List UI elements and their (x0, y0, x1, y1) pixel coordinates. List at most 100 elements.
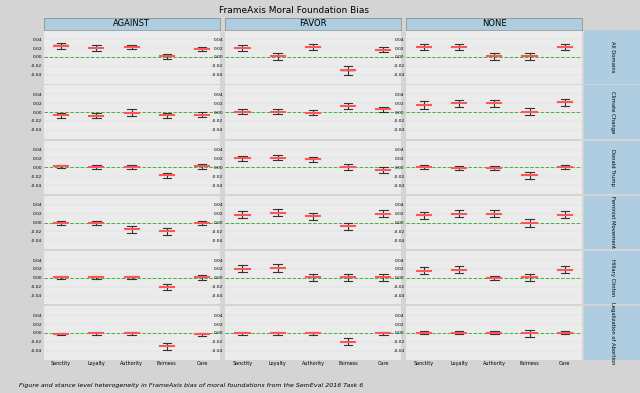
Bar (376, 49, 390, 51)
Bar (306, 112, 320, 114)
Bar (160, 114, 174, 116)
Bar (306, 158, 320, 160)
Bar (341, 225, 355, 227)
Bar (417, 46, 431, 48)
Bar (125, 166, 139, 167)
Bar (90, 222, 104, 224)
Bar (487, 213, 501, 215)
Bar (376, 333, 390, 334)
Bar (125, 333, 139, 334)
Bar (90, 333, 104, 334)
Bar (125, 112, 139, 114)
Bar (306, 276, 320, 278)
Bar (54, 166, 68, 167)
Bar (341, 166, 355, 168)
Text: FAVOR: FAVOR (300, 20, 326, 28)
Bar (452, 269, 466, 271)
Text: Figure and stance level heterogeneity in FrameAxis bias of moral foundations fro: Figure and stance level heterogeneity in… (19, 383, 364, 388)
Bar (417, 215, 431, 216)
Bar (54, 114, 68, 116)
Bar (522, 222, 536, 224)
Bar (54, 222, 68, 224)
Bar (271, 267, 285, 269)
Bar (341, 105, 355, 107)
Bar (341, 341, 355, 343)
Bar (271, 157, 285, 158)
Bar (376, 276, 390, 278)
Bar (487, 167, 501, 168)
Text: All Domains: All Domains (610, 41, 615, 73)
Bar (236, 268, 250, 270)
Bar (557, 214, 572, 215)
Bar (487, 332, 501, 333)
Bar (90, 277, 104, 278)
Bar (522, 111, 536, 112)
Bar (90, 166, 104, 167)
Bar (452, 332, 466, 333)
Bar (452, 167, 466, 168)
Bar (417, 332, 431, 333)
Bar (557, 269, 572, 271)
Bar (306, 333, 320, 334)
Text: Hillary Clinton: Hillary Clinton (610, 259, 615, 296)
Bar (54, 44, 68, 47)
Bar (236, 333, 250, 334)
Bar (452, 46, 466, 48)
Bar (160, 174, 174, 176)
Bar (306, 46, 320, 48)
Bar (54, 277, 68, 278)
Bar (160, 55, 174, 57)
Bar (236, 214, 250, 215)
Bar (341, 69, 355, 72)
Bar (341, 276, 355, 278)
Text: Donald Trump: Donald Trump (610, 149, 615, 186)
Bar (452, 102, 466, 104)
Bar (487, 278, 501, 279)
Bar (271, 212, 285, 214)
Bar (376, 108, 390, 110)
Bar (236, 47, 250, 49)
Bar (557, 166, 572, 167)
Text: Legalization of Abortion: Legalization of Abortion (610, 302, 615, 364)
Bar (417, 270, 431, 272)
Bar (195, 276, 209, 278)
Bar (557, 46, 572, 48)
Bar (160, 286, 174, 288)
Text: AGAINST: AGAINST (113, 20, 150, 28)
Bar (54, 333, 68, 334)
Bar (271, 55, 285, 57)
Bar (522, 276, 536, 278)
Bar (487, 55, 501, 57)
Bar (195, 334, 209, 335)
Bar (452, 213, 466, 215)
Bar (306, 215, 320, 217)
Bar (417, 166, 431, 167)
Bar (160, 231, 174, 232)
Bar (376, 169, 390, 171)
Bar (522, 174, 536, 176)
Bar (522, 332, 536, 334)
Bar (195, 114, 209, 116)
Bar (271, 333, 285, 334)
Bar (90, 47, 104, 49)
Bar (236, 111, 250, 112)
Text: NONE: NONE (482, 20, 507, 28)
Bar (376, 213, 390, 215)
Bar (125, 228, 139, 230)
Bar (195, 222, 209, 224)
Bar (271, 111, 285, 112)
Bar (487, 102, 501, 104)
Bar (522, 55, 536, 57)
Text: Climate Change: Climate Change (610, 91, 615, 133)
Bar (236, 158, 250, 159)
Bar (90, 115, 104, 117)
Bar (195, 165, 209, 167)
Text: Feminist Movement: Feminist Movement (610, 196, 615, 249)
Bar (557, 332, 572, 333)
Text: FrameAxis Moral Foundation Bias: FrameAxis Moral Foundation Bias (220, 6, 369, 15)
Bar (557, 101, 572, 103)
Bar (125, 46, 139, 48)
Bar (125, 277, 139, 278)
Bar (160, 345, 174, 347)
Bar (195, 48, 209, 50)
